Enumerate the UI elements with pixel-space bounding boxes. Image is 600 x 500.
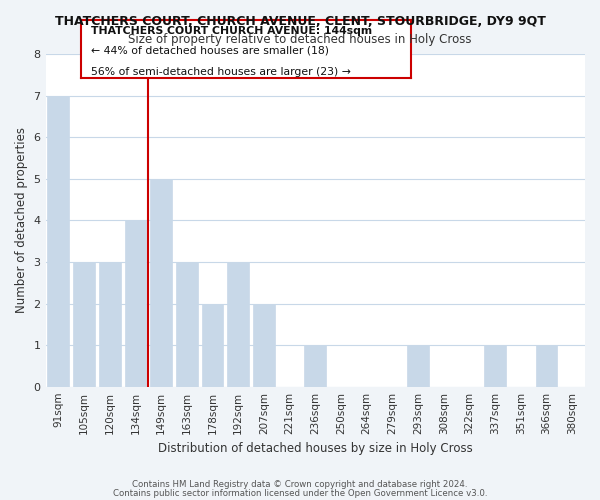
Text: THATCHERS COURT CHURCH AVENUE: 144sqm: THATCHERS COURT CHURCH AVENUE: 144sqm	[91, 26, 372, 36]
Text: 56% of semi-detached houses are larger (23) →: 56% of semi-detached houses are larger (…	[91, 67, 351, 77]
Bar	[304, 345, 326, 387]
Bar	[125, 220, 146, 386]
Bar	[536, 345, 557, 387]
Text: Contains HM Land Registry data © Crown copyright and database right 2024.: Contains HM Land Registry data © Crown c…	[132, 480, 468, 489]
Text: Size of property relative to detached houses in Holy Cross: Size of property relative to detached ho…	[128, 32, 472, 46]
Y-axis label: Number of detached properties: Number of detached properties	[15, 128, 28, 314]
Bar	[484, 345, 506, 387]
Bar	[47, 96, 70, 387]
Text: THATCHERS COURT, CHURCH AVENUE, CLENT, STOURBRIDGE, DY9 9QT: THATCHERS COURT, CHURCH AVENUE, CLENT, S…	[55, 15, 545, 28]
Bar	[227, 262, 249, 386]
Bar	[202, 304, 223, 386]
X-axis label: Distribution of detached houses by size in Holy Cross: Distribution of detached houses by size …	[158, 442, 473, 455]
Text: ← 44% of detached houses are smaller (18): ← 44% of detached houses are smaller (18…	[91, 46, 329, 56]
Bar	[150, 179, 172, 386]
Bar	[99, 262, 121, 386]
Bar	[253, 304, 275, 386]
Bar	[73, 262, 95, 386]
Bar	[176, 262, 198, 386]
Text: Contains public sector information licensed under the Open Government Licence v3: Contains public sector information licen…	[113, 489, 487, 498]
Bar	[407, 345, 429, 387]
